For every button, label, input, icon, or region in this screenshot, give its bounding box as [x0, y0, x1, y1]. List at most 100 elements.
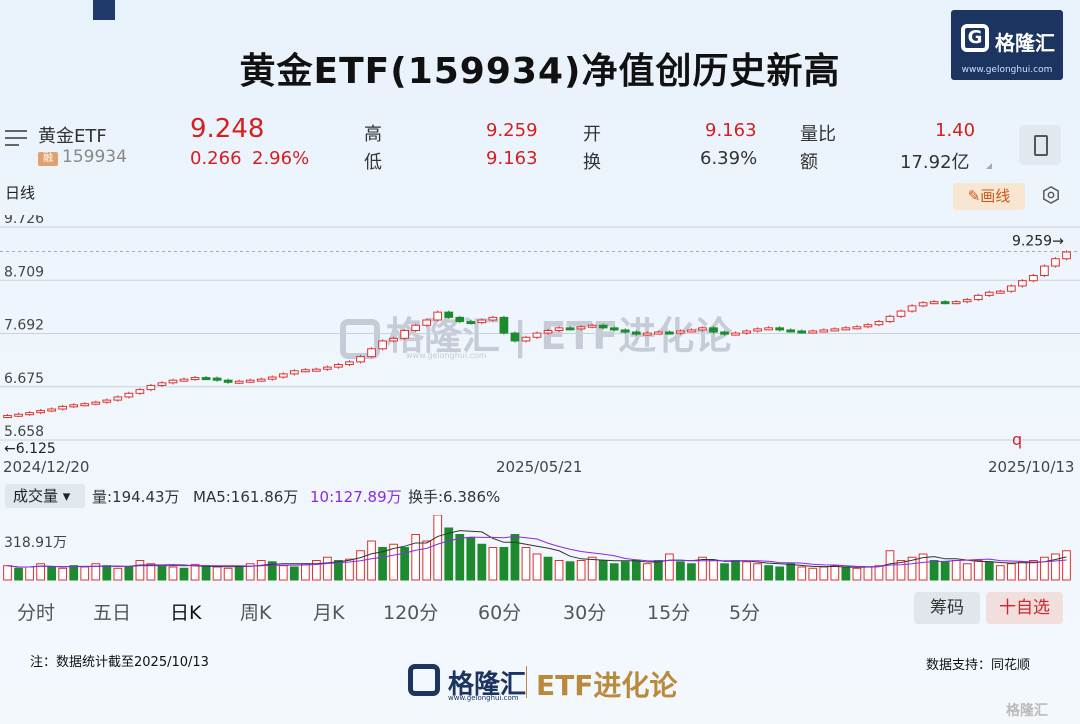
candle-body — [91, 401, 101, 405]
volume-bar — [378, 547, 387, 581]
candle-body — [212, 377, 222, 381]
candle-body — [367, 348, 376, 358]
candle-body — [753, 328, 762, 332]
volume-bar — [841, 566, 851, 581]
volume-bar — [267, 561, 277, 581]
y-tick-label: 5.658 — [4, 424, 44, 440]
volume-bar — [951, 560, 961, 581]
y-tick-label: 7.692 — [4, 318, 44, 334]
y-tick-label: 6.675 — [4, 371, 44, 387]
volume-bar — [102, 565, 112, 581]
candle-body — [841, 327, 851, 331]
low-label: 低 — [364, 152, 382, 173]
period-tabs: 分时 五日 日K 周K 月K 120分 60分 30分 15分 5分 — [0, 594, 900, 624]
volume-bar — [565, 561, 575, 581]
candle-body — [278, 373, 288, 378]
tab-weekly-k[interactable]: 周K — [240, 602, 272, 624]
candle-body — [874, 321, 884, 326]
candle-body — [565, 327, 575, 331]
volume-ratio-value: 1.40 — [935, 120, 976, 141]
tab-60min[interactable]: 60分 — [478, 602, 522, 624]
candle-body — [411, 324, 421, 331]
draw-line-button[interactable]: ✎画线 — [953, 183, 1025, 210]
candle-body — [665, 331, 674, 335]
candle-body — [36, 410, 45, 414]
footer-logo: 格隆汇 www.gelonghui.com ETF进化论 — [408, 662, 698, 702]
candle-body — [742, 330, 751, 334]
candle-body — [245, 379, 255, 383]
candle-body — [896, 310, 906, 317]
price-chart[interactable]: 9.726 8.709 7.692 6.675 5.658 9.259→ ←6.125 q — [0, 211, 1080, 475]
candle-body — [58, 405, 68, 410]
candle-body — [190, 377, 200, 381]
volume-bar — [598, 560, 608, 581]
device-switch-button[interactable] — [1019, 125, 1061, 165]
turnover-label: 换 — [583, 152, 601, 173]
volume-axis-label: 318.91万 — [4, 535, 67, 551]
menu-icon[interactable] — [5, 130, 27, 151]
high-value: 9.259 — [486, 120, 538, 141]
candle-body — [598, 324, 608, 329]
volume-bar — [477, 543, 487, 581]
volume-bar — [698, 556, 707, 581]
add-watchlist-button[interactable]: 十自选 — [986, 592, 1063, 624]
tab-minute[interactable]: 分时 — [17, 602, 56, 624]
volume-bar — [157, 565, 167, 581]
ma5-value: MA5:161.86万 — [193, 488, 299, 506]
candle-body — [797, 330, 807, 334]
chip-distribution-button[interactable]: 筹码 — [914, 592, 980, 624]
y-tick-label: 9.726 — [4, 215, 44, 227]
low-value: 9.163 — [486, 148, 538, 169]
settings-icon[interactable] — [1042, 186, 1060, 204]
volume-bar — [808, 567, 818, 581]
candle-body — [1029, 274, 1038, 282]
tab-5min[interactable]: 5分 — [729, 602, 761, 624]
candle-body — [433, 311, 443, 321]
candle-body — [631, 331, 641, 335]
volume-bar — [91, 563, 101, 581]
volume-bar — [345, 558, 354, 581]
candle-body — [1018, 280, 1027, 287]
volume-bar — [289, 566, 299, 581]
footnote: 注：数据统计截至2025/10/13 — [30, 655, 209, 670]
candle-body — [984, 291, 994, 296]
volume-bar — [830, 565, 840, 581]
expand-triangle-icon[interactable] — [986, 163, 992, 169]
candle-body — [488, 316, 498, 321]
stock-name: 黄金ETF — [38, 126, 107, 147]
candle-body — [47, 408, 56, 412]
candle-body — [543, 329, 553, 334]
volume-bar — [1006, 563, 1016, 581]
volume-bar — [3, 565, 12, 581]
candle-body — [334, 363, 343, 368]
volume-bar — [984, 561, 994, 581]
indicator-select[interactable]: 成交量 ▾ — [5, 484, 85, 508]
tab-daily-k[interactable]: 日K — [170, 602, 202, 624]
candle-body — [356, 356, 365, 363]
candle-body — [135, 389, 145, 394]
tab-monthly-k[interactable]: 月K — [313, 602, 345, 624]
corner-watermark: 格隆汇 — [1006, 703, 1048, 719]
logo-url: www.gelonghui.com — [961, 65, 1053, 75]
date-label-start: 2024/12/20 — [3, 458, 90, 476]
volume-bar — [819, 566, 829, 581]
candle-body — [1062, 251, 1071, 260]
page-title: 黄金ETF(159934)净值创历史新高 — [239, 51, 841, 92]
volume-chart[interactable]: 318.91万 — [0, 514, 1080, 585]
candle-body — [455, 316, 465, 323]
volume-bar — [433, 514, 443, 581]
volume-bar — [312, 560, 321, 581]
date-label-mid: 2025/05/21 — [496, 458, 583, 476]
data-source: 数据支持：同花顺 — [926, 658, 1031, 673]
volume-bar — [742, 561, 751, 581]
tab-15min[interactable]: 15分 — [647, 602, 691, 624]
tab-five-day[interactable]: 五日 — [93, 602, 132, 624]
volume-bar — [135, 560, 145, 581]
tab-30min[interactable]: 30分 — [563, 602, 607, 624]
volume-bar — [466, 537, 476, 581]
tab-120min[interactable]: 120分 — [383, 602, 439, 624]
volume-bar — [665, 553, 674, 581]
candle-body — [80, 403, 90, 407]
volume-bar — [896, 560, 906, 581]
turnover-value: 6.39% — [700, 148, 758, 169]
